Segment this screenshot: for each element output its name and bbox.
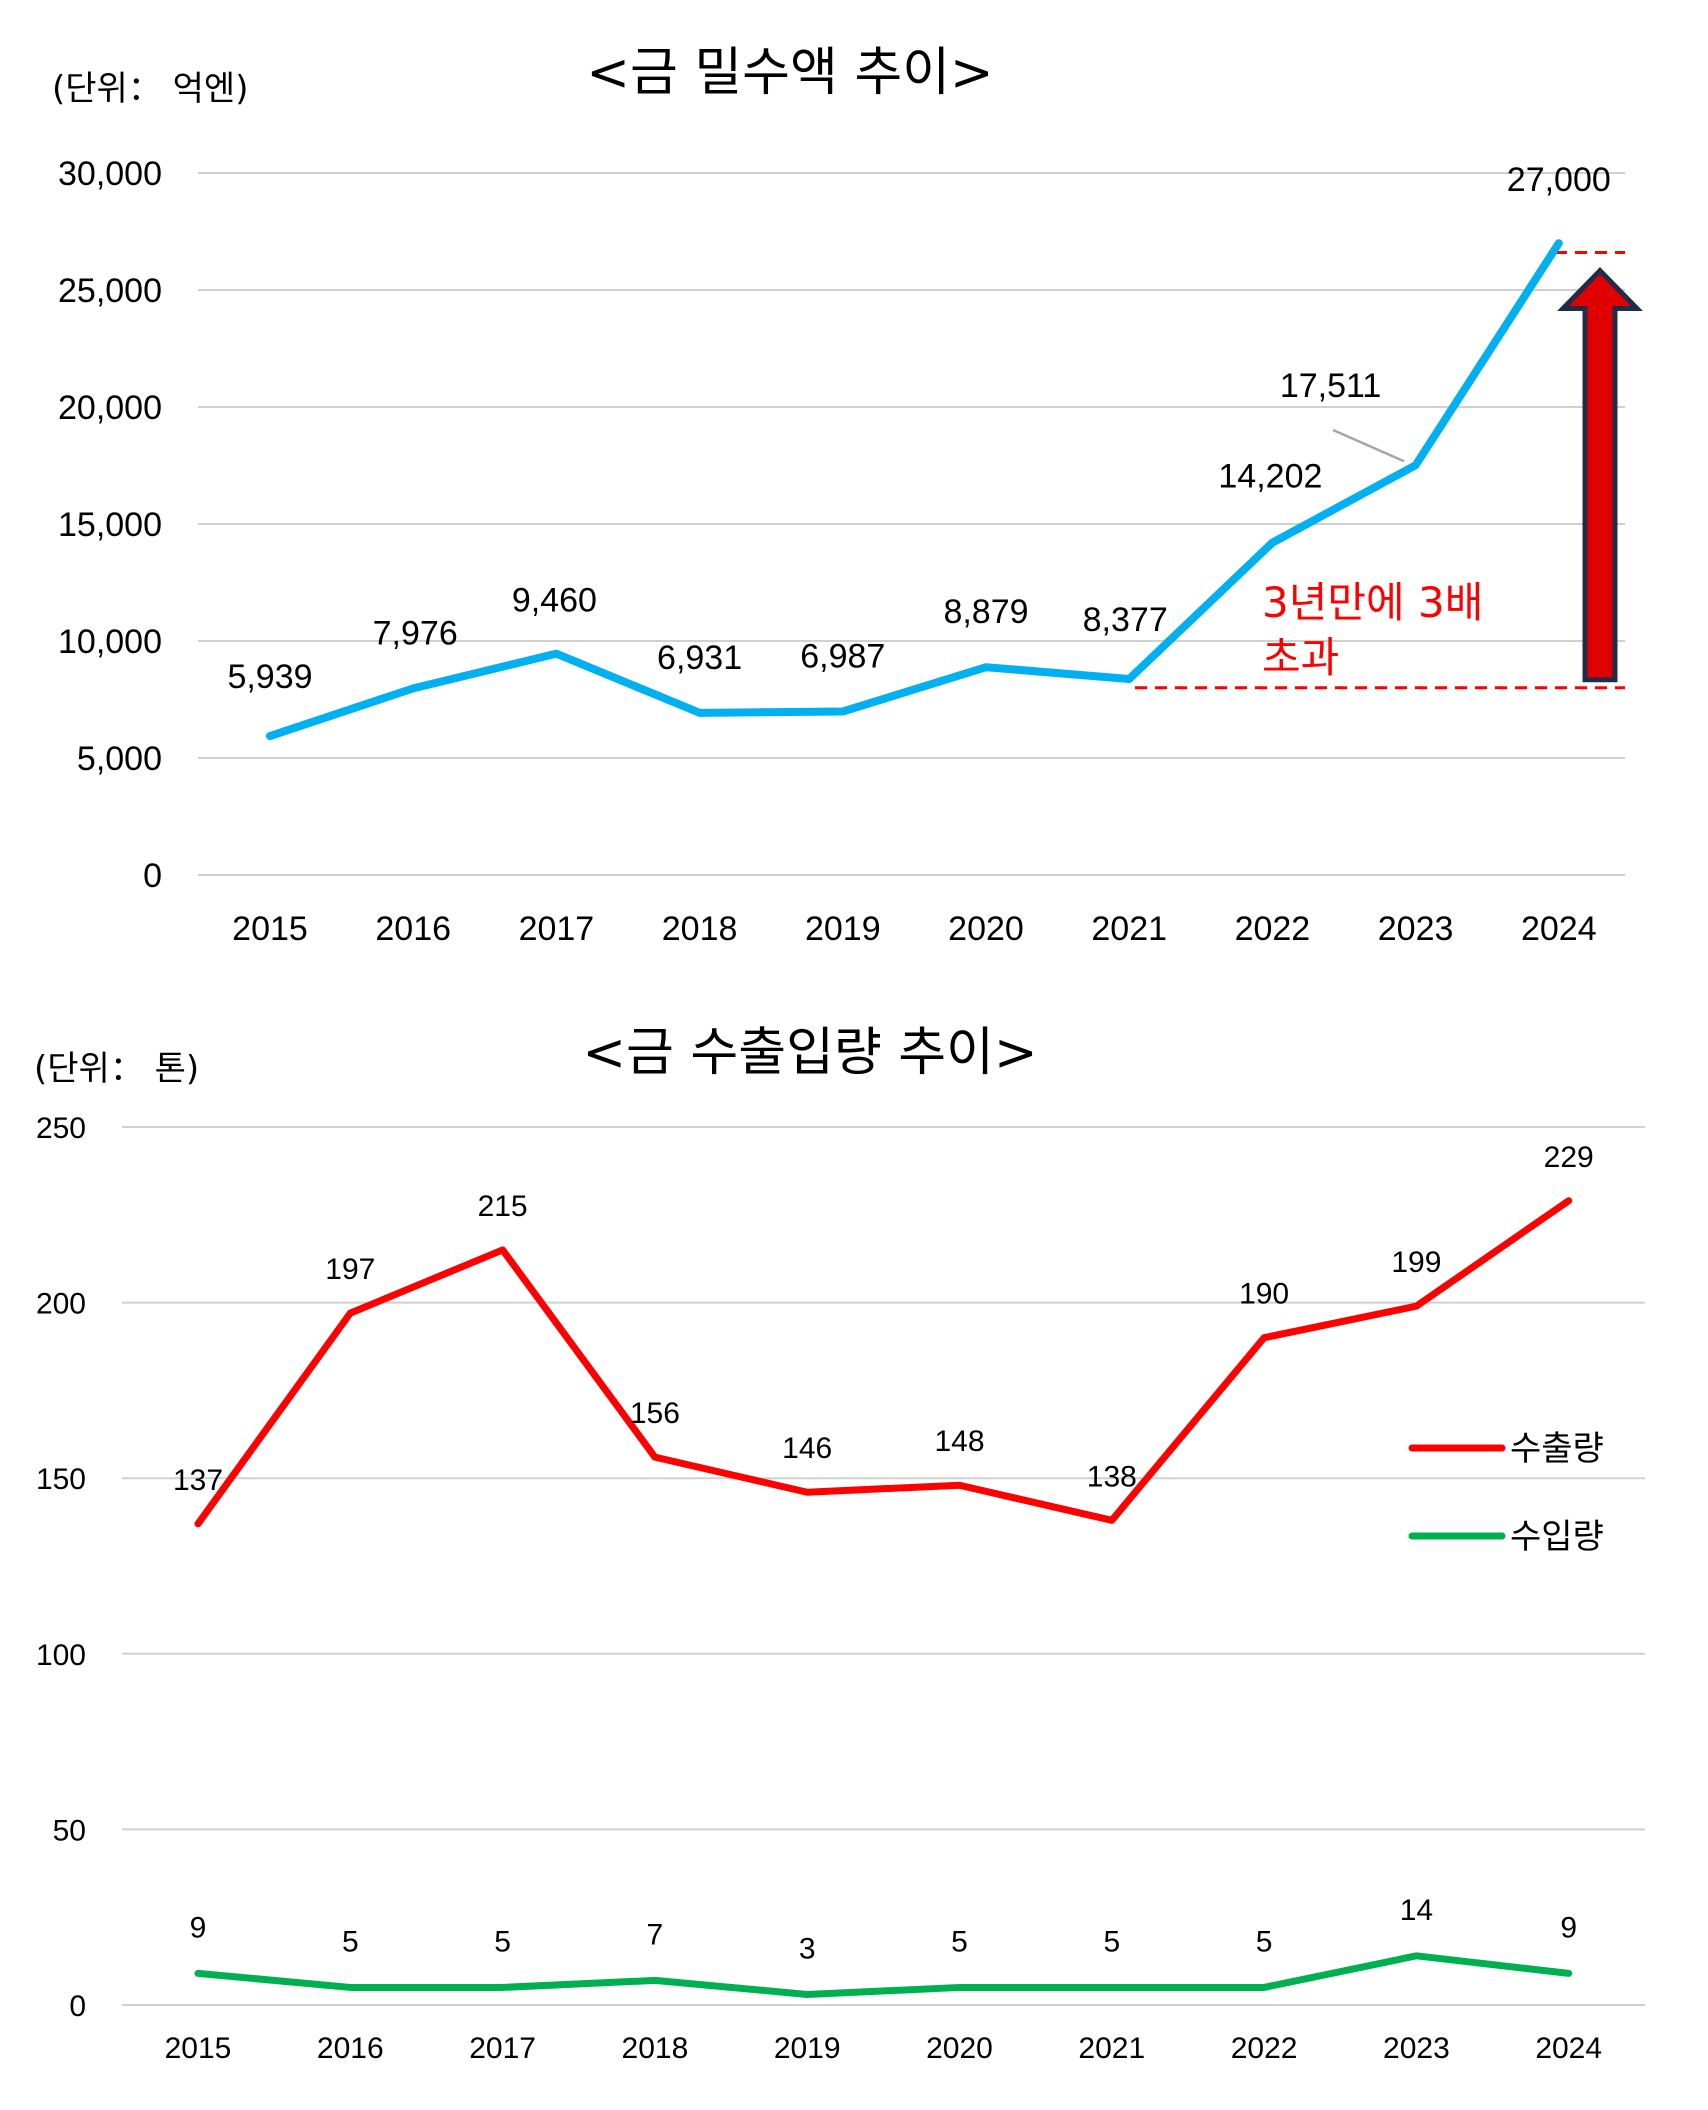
- chart2-unit-label: (단위： 톤): [34, 1049, 199, 1089]
- chart1-x-axis: 2015 2016 2017 2018 2019 2020 2021 2022 2023 2024: [232, 910, 1596, 948]
- data-label: 197: [325, 1253, 375, 1286]
- chart2-gridlines: [122, 1126, 1645, 2006]
- x-tick-label: 2022: [1235, 910, 1311, 948]
- x-tick-label: 2020: [926, 2032, 993, 2065]
- x-tick-label: 2015: [232, 910, 308, 948]
- data-label: 5: [1256, 1925, 1273, 1958]
- x-tick-label: 2018: [622, 2032, 689, 2065]
- annotation-line-2: 초과: [1262, 633, 1339, 682]
- y-tick-label: 15,000: [58, 506, 162, 544]
- up-arrow: [1557, 266, 1643, 683]
- data-label: 7,976: [373, 614, 458, 652]
- data-label: 199: [1391, 1246, 1441, 1279]
- data-label: 6,931: [657, 639, 742, 677]
- data-label: 156: [630, 1397, 680, 1430]
- chart1-data-labels: 5,939 7,976 9,460 6,931 6,987 8,879 8,377 14,20…: [227, 161, 1610, 696]
- y-tick-label: 150: [36, 1463, 86, 1496]
- data-label: 5,939: [227, 658, 312, 696]
- data-label: 5: [342, 1925, 359, 1958]
- data-label: 8,377: [1083, 601, 1168, 639]
- x-tick-label: 2016: [375, 910, 451, 948]
- legend-label: 수입량: [1510, 1517, 1604, 1557]
- data-label: 137: [173, 1464, 223, 1497]
- x-tick-label: 2016: [317, 2032, 384, 2065]
- x-tick-label: 2023: [1378, 910, 1454, 948]
- gold-smuggling-chart: <금 밀수액 추이> (단위： 억엔) 0 5,000 10,000 15,000 20…: [52, 43, 1643, 948]
- chart2-data-labels: 137 197 215 156 146 148 138 190 199 229 9 5 5 7 3 5 5 5 14…: [173, 1141, 1594, 1966]
- data-label: 190: [1239, 1278, 1289, 1311]
- data-label: 6,987: [800, 638, 885, 676]
- data-label: 8,879: [943, 593, 1028, 631]
- data-label: 5: [1103, 1925, 1120, 1958]
- y-tick-label: 0: [143, 857, 162, 895]
- chart2-y-axis: 0 50 100 150 200 250: [36, 1112, 86, 2023]
- y-tick-label: 5,000: [77, 740, 162, 778]
- imports-line: [194, 1952, 1573, 1998]
- data-label: 215: [478, 1190, 528, 1223]
- data-label: 27,000: [1507, 161, 1611, 199]
- data-label: 14: [1400, 1894, 1433, 1927]
- data-label: 5: [494, 1925, 511, 1958]
- chart1-gridlines: [198, 172, 1625, 876]
- legend-label: 수출량: [1510, 1429, 1604, 1469]
- smuggling-value-line: [266, 239, 1563, 741]
- data-label: 9,460: [512, 582, 597, 620]
- x-tick-label: 2017: [519, 910, 595, 948]
- gold-trade-volume-chart: <금 수출입량 추이> (단위： 톤) 0 50 100 150 200 250 2015…: [34, 1023, 1645, 2065]
- chart1-series: [266, 239, 1563, 741]
- data-label: 17,511: [1280, 367, 1381, 405]
- exports-line: [194, 1197, 1573, 1528]
- y-tick-label: 250: [36, 1112, 86, 1145]
- chart1-y-axis: 0 5,000 10,000 15,000 20,000 25,000 30,000: [58, 155, 162, 895]
- y-tick-label: 30,000: [58, 155, 162, 193]
- y-tick-label: 100: [36, 1639, 86, 1672]
- x-tick-label: 2019: [774, 2032, 841, 2065]
- x-tick-label: 2020: [948, 910, 1024, 948]
- chart2-x-axis: 2015 2016 2017 2018 2019 2020 2021 2022 2023 2024: [165, 2032, 1602, 2065]
- data-label: 138: [1087, 1460, 1137, 1493]
- x-tick-label: 2023: [1383, 2032, 1450, 2065]
- chart1-unit-label: (단위： 억엔): [52, 69, 248, 109]
- x-tick-label: 2022: [1231, 2032, 1298, 2065]
- y-tick-label: 200: [36, 1288, 86, 1321]
- x-tick-label: 2024: [1535, 2032, 1602, 2065]
- chart2-series: [194, 1197, 1573, 1998]
- y-tick-label: 20,000: [58, 389, 162, 427]
- y-tick-label: 25,000: [58, 272, 162, 310]
- data-label: 9: [1560, 1911, 1577, 1944]
- x-tick-label: 2018: [662, 910, 738, 948]
- x-tick-label: 2017: [469, 2032, 536, 2065]
- leader-line: [1332, 428, 1405, 463]
- data-label: 9: [190, 1911, 207, 1944]
- annotation-line-1: 3년만에 3배: [1262, 578, 1483, 627]
- y-tick-label: 0: [69, 1990, 86, 2023]
- y-tick-label: 50: [53, 1814, 86, 1847]
- x-tick-label: 2021: [1091, 910, 1167, 948]
- chart2-title: <금 수출입량 추이>: [582, 1023, 1037, 1083]
- data-label: 7: [647, 1918, 664, 1951]
- data-label: 146: [782, 1432, 832, 1465]
- x-tick-label: 2015: [165, 2032, 232, 2065]
- x-tick-label: 2021: [1078, 2032, 1145, 2065]
- data-label: 5: [951, 1925, 968, 1958]
- x-tick-label: 2019: [805, 910, 881, 948]
- x-tick-label: 2024: [1521, 910, 1597, 948]
- data-label: 3: [799, 1932, 816, 1965]
- data-label: 148: [934, 1425, 984, 1458]
- chart1-title: <금 밀수액 추이>: [586, 43, 993, 103]
- data-label: 229: [1544, 1141, 1594, 1174]
- data-label: 14,202: [1218, 458, 1322, 496]
- y-tick-label: 10,000: [58, 623, 162, 661]
